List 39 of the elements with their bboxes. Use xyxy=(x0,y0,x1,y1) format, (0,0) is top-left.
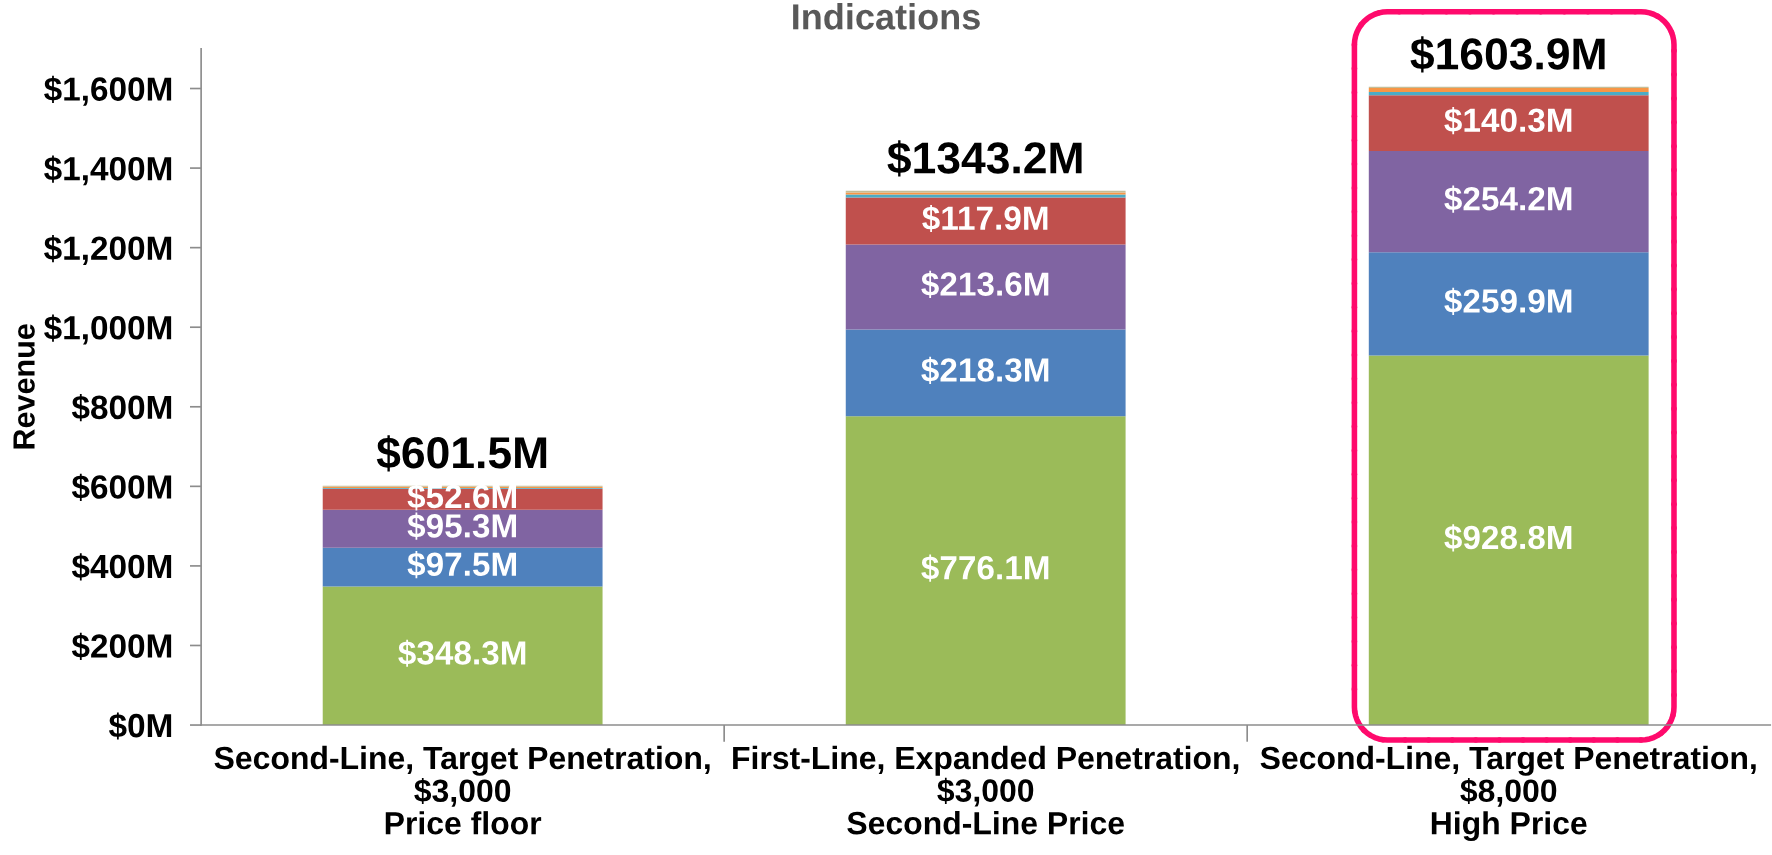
bar xyxy=(845,416,1126,726)
y-tick-label: $1,600M xyxy=(44,75,172,106)
data-label: $218.3M xyxy=(921,356,1049,384)
x-tick-label: Second-Line, Target Penetration, $3,000 Price floor xyxy=(214,745,710,835)
data-label: $52.6M xyxy=(407,483,516,511)
bar xyxy=(1368,88,1649,93)
y-tick-label: $0M xyxy=(108,712,172,740)
bar xyxy=(1368,355,1649,726)
y-tick-label: $800M xyxy=(71,394,172,422)
y-tick-label: $1,400M xyxy=(44,155,172,186)
chart-title: Indications xyxy=(793,3,980,30)
y-tick-label: $400M xyxy=(71,553,172,581)
data-label: $117.9M xyxy=(922,204,1048,233)
bar xyxy=(1368,92,1649,96)
y-tick-label: $1,000M xyxy=(44,314,172,345)
y-tick-label: $1,200M xyxy=(44,234,172,265)
bar xyxy=(1368,95,1649,152)
bar xyxy=(1368,252,1649,356)
data-label: $348.3M xyxy=(398,639,526,667)
y-tick-label: $200M xyxy=(71,632,172,661)
bar xyxy=(1368,151,1649,253)
x-tick-label: First-Line, Expanded Penetration, $3,000 Second-Line Price xyxy=(733,745,1239,835)
y-tick-label: $600M xyxy=(71,473,172,501)
bar xyxy=(322,586,603,726)
data-label: $254.2M xyxy=(1444,185,1572,213)
data-label: $95.3M xyxy=(407,512,516,540)
data-label: $97.5M xyxy=(407,550,516,579)
data-label: $259.9M xyxy=(1444,287,1572,315)
total-label: $1603.9M xyxy=(1410,36,1605,73)
data-label: $776.1M xyxy=(921,554,1049,582)
x-tick-label: Second-Line, Target Penetration, $8,000 High Price xyxy=(1260,745,1756,842)
total-label: $601.5M xyxy=(376,435,547,472)
data-label: $928.8M xyxy=(1444,524,1572,552)
bar xyxy=(845,244,1126,330)
y-axis-title: Revenue xyxy=(13,324,35,449)
total-label: $1343.2M xyxy=(887,140,1082,177)
data-label: $213.6M xyxy=(921,270,1049,299)
bar xyxy=(845,329,1126,417)
data-label: $140.3M xyxy=(1444,106,1572,135)
